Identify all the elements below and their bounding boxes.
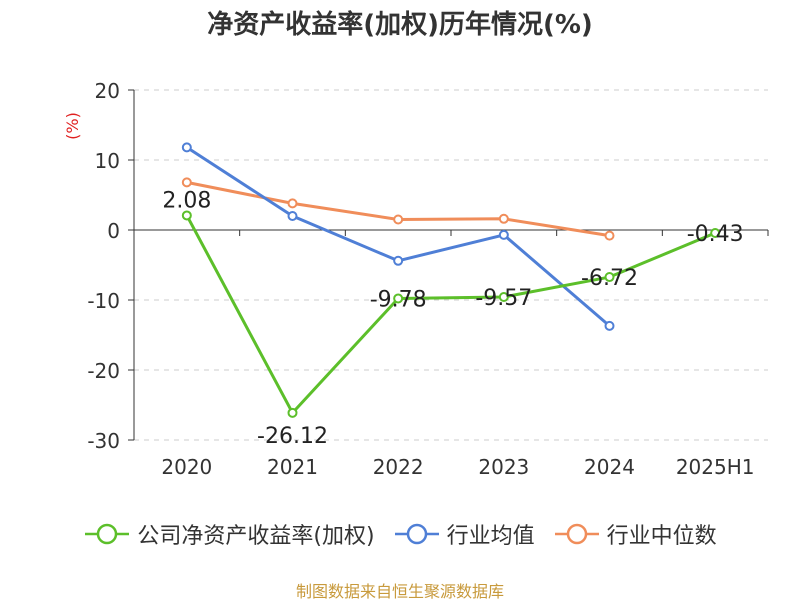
y-tick-label: -20 <box>87 359 120 383</box>
y-tick-label: -10 <box>87 289 120 313</box>
legend-label: 行业均值 <box>446 524 535 549</box>
data-point <box>181 177 192 188</box>
data-point <box>604 272 615 283</box>
axes: 20 10 0 -10 -20 -30 2020 2021 2022 2023 2024 2025H1… <box>63 79 769 479</box>
legend-label: 行业中位数 <box>606 524 717 549</box>
data-point <box>393 214 404 225</box>
x-tick-label: 2022 <box>373 455 424 479</box>
series-line <box>185 214 716 415</box>
data-point <box>287 211 298 221</box>
x-tick-label: 2024 <box>584 455 635 479</box>
y-tick-label: -30 <box>87 429 120 453</box>
data-point <box>498 229 509 240</box>
legend-marker-icon <box>85 523 130 545</box>
data-label: -9.78 <box>370 287 427 312</box>
legend-item: 公司净资产收益率(加权) <box>83 518 375 550</box>
x-tick-label: 2023 <box>478 455 529 479</box>
chart-title: 净资产收益率(加权)历年情况(%) <box>207 10 593 40</box>
data-point <box>181 210 192 221</box>
legend-item: 行业均值 <box>393 518 535 550</box>
data-point <box>498 213 509 224</box>
legend-label: 公司净资产收益率(加权) <box>137 524 375 549</box>
y-axis-label: (%) <box>63 112 82 140</box>
data-point <box>287 407 298 418</box>
legend-marker-icon <box>554 523 599 545</box>
data-label: -9.57 <box>475 286 532 311</box>
data-point <box>604 320 615 331</box>
x-tick-label: 2021 <box>267 455 318 479</box>
data-label: -0.43 <box>687 222 744 247</box>
data-point <box>393 293 404 304</box>
data-point <box>604 230 615 241</box>
legend: 公司净资产收益率(加权) 行业均值 行业中位数 <box>0 518 800 550</box>
y-tick-label: 10 <box>95 149 120 173</box>
series-line <box>186 180 610 238</box>
data-label: -26.12 <box>257 424 328 449</box>
y-tick-label: 0 <box>107 219 120 243</box>
data-point <box>498 291 509 302</box>
legend-item: 行业中位数 <box>553 518 717 550</box>
x-tick-label: 2025H1 <box>676 455 755 479</box>
data-labels: 2.08 -26.12 -9.78 -9.57 -6.72 -0.43 <box>162 188 743 448</box>
source-note: 制图数据来自恒生聚源数据库 <box>295 582 504 601</box>
data-point <box>393 255 404 266</box>
data-point <box>181 142 192 153</box>
data-point <box>710 228 721 239</box>
data-label: -6.72 <box>581 266 638 291</box>
legend-marker-icon <box>394 523 439 545</box>
x-tick-label: 2020 <box>161 455 212 479</box>
data-point <box>287 198 298 209</box>
y-tick-label: 20 <box>95 79 120 103</box>
series-lines <box>181 142 721 418</box>
grid-lines <box>134 89 768 441</box>
data-label: 2.08 <box>162 188 211 213</box>
